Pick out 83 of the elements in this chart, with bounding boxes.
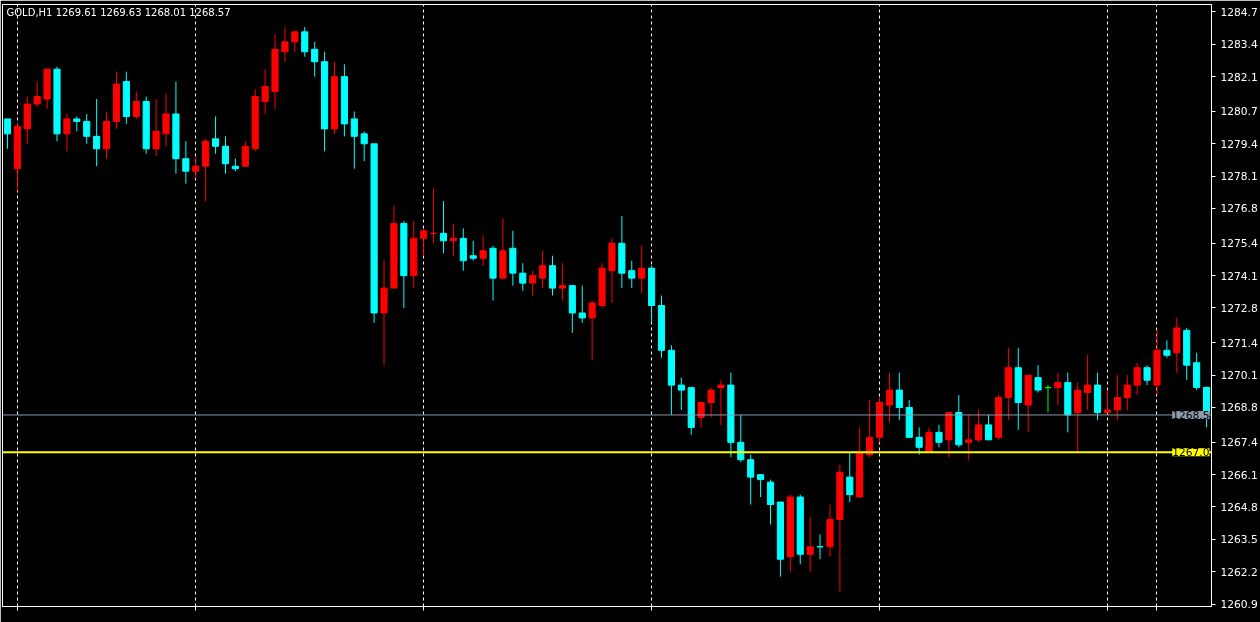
y-tick-label: 1284.7 — [1220, 5, 1258, 19]
candlestick — [420, 227, 428, 257]
candlestick — [311, 41, 319, 78]
candlestick — [766, 479, 775, 525]
y-tick-label: 1270.1 — [1220, 369, 1258, 383]
candlestick — [3, 118, 12, 150]
y-tick-label: 1279.4 — [1220, 137, 1259, 151]
candlestick — [63, 113, 71, 152]
candlestick — [846, 451, 854, 503]
candlestick — [221, 135, 230, 175]
candlestick — [757, 474, 765, 498]
candlestick — [677, 377, 685, 411]
y-tick-label: 1268.8 — [1220, 401, 1259, 415]
candlestick — [211, 115, 220, 155]
candlestick — [479, 235, 487, 267]
candlestick — [915, 426, 923, 456]
candlestick — [1054, 372, 1062, 406]
candlestick — [529, 270, 537, 297]
ref-line-label: 1267.0 — [1172, 446, 1210, 460]
candlestick — [707, 387, 715, 418]
y-tick-label: 1260.9 — [1220, 598, 1259, 612]
candlestick — [350, 110, 358, 170]
y-tick-label: 1262.2 — [1220, 565, 1258, 579]
y-tick-label: 1266.1 — [1220, 468, 1258, 482]
candlestick — [1113, 374, 1121, 421]
y-tick-label: 1271.4 — [1220, 336, 1259, 350]
y-tick-label: 1263.5 — [1220, 533, 1258, 547]
candlestick — [182, 140, 190, 185]
chart-title: GOLD,H1 1269.61 1269.63 1268.01 1268.57 — [6, 6, 231, 18]
candlestick — [93, 98, 101, 167]
candlestick — [162, 93, 170, 147]
candlestick — [539, 250, 547, 289]
candlestick — [519, 262, 527, 292]
candlestick — [1074, 382, 1082, 453]
candlestick — [132, 91, 140, 120]
candlestick — [469, 240, 477, 262]
candlestick — [1034, 364, 1042, 394]
candlestick — [360, 130, 368, 162]
y-tick-label: 1274.1 — [1220, 269, 1258, 283]
y-tick-label: 1267.4 — [1220, 436, 1259, 450]
candlestick — [558, 262, 566, 302]
candlestick — [548, 255, 557, 297]
candlestick — [152, 98, 160, 157]
y-tick-label: 1275.4 — [1220, 237, 1259, 251]
candlestick — [33, 81, 41, 107]
candlestick — [301, 26, 309, 58]
candlestick — [83, 113, 91, 145]
candlestick — [1084, 354, 1092, 411]
y-tick-label: 1280.7 — [1220, 105, 1258, 119]
y-tick-label: 1272.8 — [1220, 301, 1259, 315]
candlestick — [806, 516, 814, 573]
candlestick — [975, 409, 983, 443]
candlestick — [1133, 362, 1141, 396]
candlestick — [885, 372, 893, 423]
y-tick-label: 1276.8 — [1220, 202, 1259, 216]
candlestick — [241, 140, 249, 167]
candlestick — [192, 155, 200, 180]
candlestick — [895, 372, 903, 421]
y-tick-label: 1283.4 — [1220, 38, 1259, 52]
candlestick — [281, 26, 289, 63]
candlestick — [925, 426, 933, 453]
y-tick-label: 1278.1 — [1220, 170, 1258, 184]
candlestick — [1103, 389, 1112, 413]
candlestick — [588, 300, 596, 361]
candlestick — [628, 260, 636, 289]
candlestick — [984, 414, 993, 441]
candlestick — [1143, 364, 1151, 386]
candlestick — [578, 285, 586, 324]
candlestick — [439, 200, 448, 254]
candlestick — [935, 424, 943, 448]
candlestick — [1123, 374, 1131, 411]
candlestick — [291, 31, 299, 53]
candlestick — [747, 454, 755, 506]
candlestick — [638, 245, 646, 294]
candlestick — [737, 414, 745, 463]
candlestick — [717, 379, 725, 426]
ref-line-label: 1268.5 — [1172, 408, 1210, 422]
y-tick-label: 1282.1 — [1220, 70, 1258, 84]
candlestick — [1163, 339, 1171, 359]
candlestick — [965, 414, 973, 461]
candlestick — [261, 68, 269, 115]
candlestick — [459, 227, 467, 272]
y-tick-label: 1264.8 — [1220, 501, 1259, 514]
